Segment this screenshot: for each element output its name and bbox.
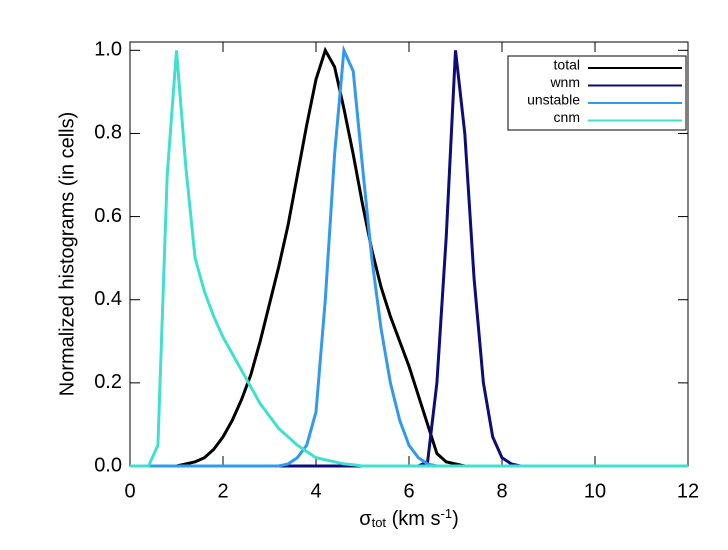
x-label-part: tot (372, 515, 387, 530)
y-tick-label: 1.0 (94, 39, 122, 61)
x-tick-label: 10 (584, 480, 606, 502)
y-tick-label: 0.2 (94, 371, 122, 393)
legend-label: total (554, 57, 580, 73)
x-label-part: σ (359, 508, 372, 530)
legend-label: cnm (554, 109, 580, 125)
x-tick-label: 6 (403, 480, 414, 502)
x-tick-label: 0 (124, 480, 135, 502)
y-tick-label: 0.0 (94, 454, 122, 476)
series-line (130, 50, 688, 468)
x-tick-label: 12 (677, 480, 699, 502)
legend-label: wnm (549, 74, 580, 90)
x-tick-label: 2 (217, 480, 228, 502)
x-tick-label: 8 (496, 480, 507, 502)
y-axis-label: Normalized histograms (in cells) (56, 112, 78, 397)
legend-label: unstable (527, 92, 580, 108)
y-tick-label: 0.8 (94, 122, 122, 144)
y-tick-label: 0.6 (94, 205, 122, 227)
y-tick-label: 0.4 (94, 288, 122, 310)
x-label-part: -1 (441, 506, 453, 521)
x-tick-label: 4 (310, 480, 321, 502)
x-label-part: ) (452, 508, 459, 530)
x-label-part: (km s (386, 508, 440, 530)
x-axis-label: σtot (km s-1) (359, 506, 458, 530)
